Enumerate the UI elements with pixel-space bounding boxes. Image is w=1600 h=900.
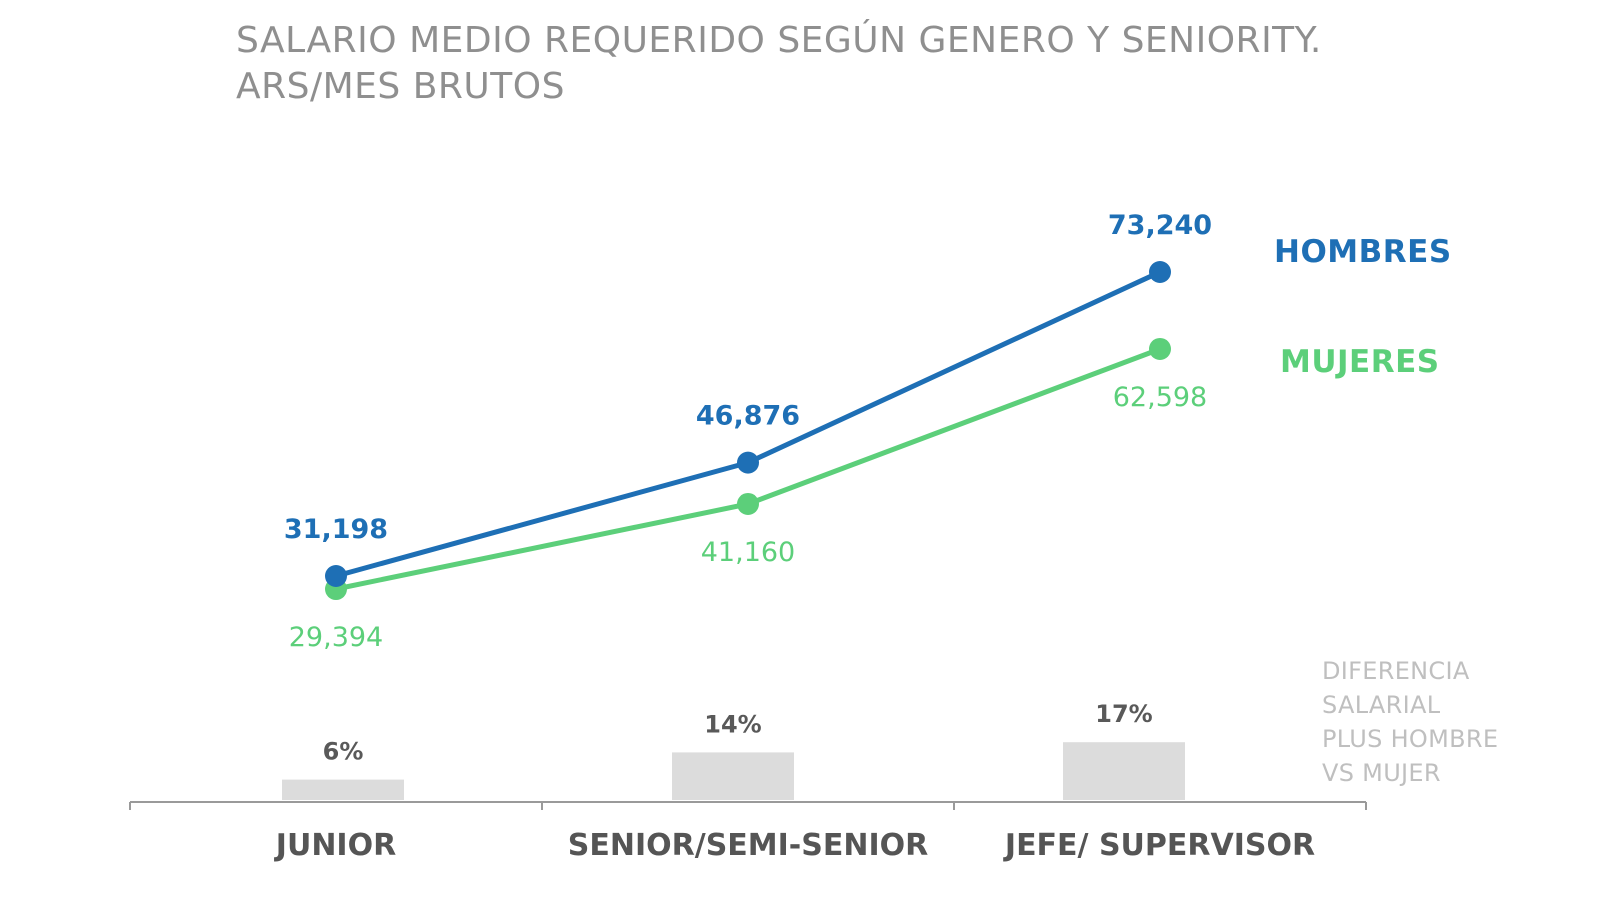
- data-point-hombres: [1149, 261, 1171, 283]
- data-label-hombres: 73,240: [1108, 210, 1212, 241]
- legend-mujeres: MUJERES: [1280, 344, 1440, 380]
- difference-bar-label: 17%: [1095, 700, 1152, 728]
- difference-note: DIFERENCIA SALARIAL PLUS HOMBRE VS MUJER: [1322, 654, 1498, 790]
- data-point-hombres: [325, 565, 347, 587]
- difference-note-line: PLUS HOMBRE: [1322, 725, 1499, 753]
- difference-bar: [672, 752, 794, 800]
- data-label-hombres: 46,876: [696, 401, 800, 432]
- difference-bar-label: 14%: [704, 710, 761, 738]
- chart-title-line-1: SALARIO MEDIO REQUERIDO SEGÚN GENERO Y S…: [236, 20, 1322, 61]
- chart-title-line-2: ARS/MES BRUTOS: [236, 66, 565, 107]
- series-lines: [325, 261, 1171, 601]
- x-axis: JUNIOR SENIOR/SEMI-SENIOR JEFE/ SUPERVISOR: [129, 801, 1367, 863]
- data-label-mujeres: 29,394: [289, 622, 383, 653]
- difference-bar: [282, 779, 404, 800]
- legend-hombres: HOMBRES: [1274, 234, 1452, 270]
- x-axis-category-label: JUNIOR: [274, 828, 396, 863]
- difference-note-line: DIFERENCIA: [1322, 657, 1470, 685]
- x-axis-category-label: JEFE/ SUPERVISOR: [1003, 828, 1315, 863]
- data-point-mujeres: [1149, 337, 1171, 360]
- chart-title: SALARIO MEDIO REQUERIDO SEGÚN GENERO Y S…: [236, 18, 1322, 110]
- data-labels: 6% 14% 17% 31,198 46,876 73,240 29,394 41,160 62…: [284, 210, 1212, 766]
- data-label-mujeres: 62,598: [1113, 382, 1207, 413]
- data-label-hombres: 31,198: [284, 514, 388, 545]
- data-label-mujeres: 41,160: [701, 537, 795, 568]
- difference-bar-label: 6%: [323, 738, 364, 766]
- data-point-mujeres: [737, 492, 759, 515]
- difference-bar: [1063, 742, 1185, 800]
- difference-note-line: SALARIAL: [1322, 691, 1441, 719]
- difference-note-line: VS MUJER: [1322, 759, 1441, 787]
- x-axis-category-label: SENIOR/SEMI-SENIOR: [568, 828, 928, 863]
- data-point-hombres: [737, 451, 759, 474]
- difference-bars: [282, 742, 1185, 800]
